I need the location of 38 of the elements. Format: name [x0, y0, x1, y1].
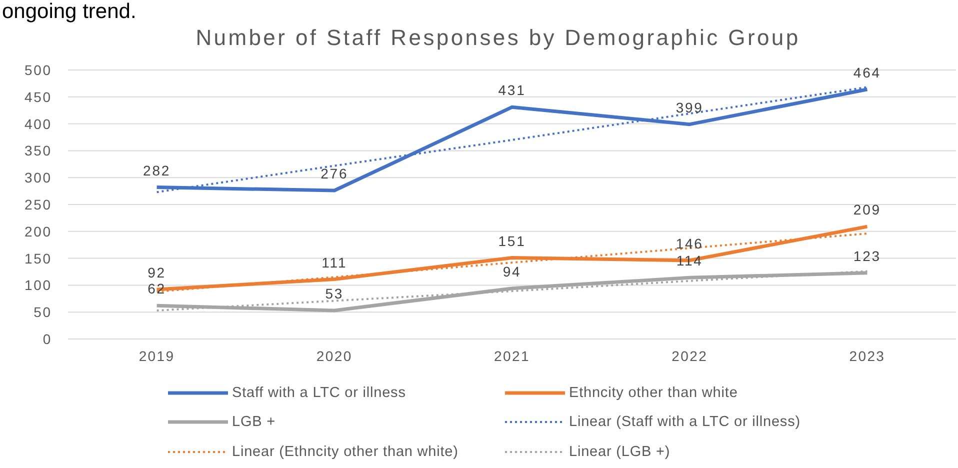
x-tick-label: 2019	[138, 348, 175, 364]
legend-label: Linear (Ethncity other than white)	[232, 444, 458, 460]
legend-label: Staff with a LTC or illness	[232, 384, 406, 401]
data-label: 94	[502, 263, 522, 280]
data-label: 92	[148, 264, 166, 281]
y-tick-label: 200	[24, 223, 52, 240]
legend-label: LGB +	[232, 414, 276, 430]
data-label: 276	[320, 166, 348, 182]
data-label: 209	[853, 202, 881, 218]
y-tick-label: 150	[24, 250, 52, 266]
data-label: 123	[853, 248, 881, 264]
data-label: 146	[676, 235, 704, 252]
y-tick-label: 100	[24, 277, 52, 294]
data-label: 62	[148, 280, 166, 297]
data-label: 464	[853, 64, 881, 80]
data-label: 53	[325, 285, 344, 302]
x-tick-label: 2022	[672, 348, 708, 364]
y-tick-label: 50	[34, 304, 52, 320]
data-label: 111	[322, 254, 348, 270]
legend-label: Linear (Staff with a LTC or illness)	[569, 414, 800, 430]
data-label: 431	[498, 82, 526, 98]
y-tick-label: 450	[24, 88, 52, 105]
data-label: 282	[143, 162, 171, 178]
y-tick-label: 500	[24, 62, 52, 78]
chart-title: Number of Staff Responses by Demographic Group	[194, 25, 802, 51]
text: ongoing trend.	[2, 0, 136, 24]
y-tick-label: 0	[42, 330, 52, 347]
data-label: 399	[676, 99, 704, 116]
x-tick-label: 2020	[316, 348, 352, 364]
y-tick-label: 400	[24, 116, 52, 132]
x-tick-label: 2021	[494, 348, 530, 364]
legend-label: Linear (LGB +)	[569, 444, 670, 460]
y-tick-label: 300	[24, 170, 52, 186]
legend-label: Ethncity other than white	[569, 384, 738, 401]
y-tick-label: 350	[24, 142, 52, 159]
x-tick-label: 2023	[849, 348, 886, 364]
y-tick-label: 250	[24, 196, 52, 212]
data-label: 151	[498, 232, 526, 249]
